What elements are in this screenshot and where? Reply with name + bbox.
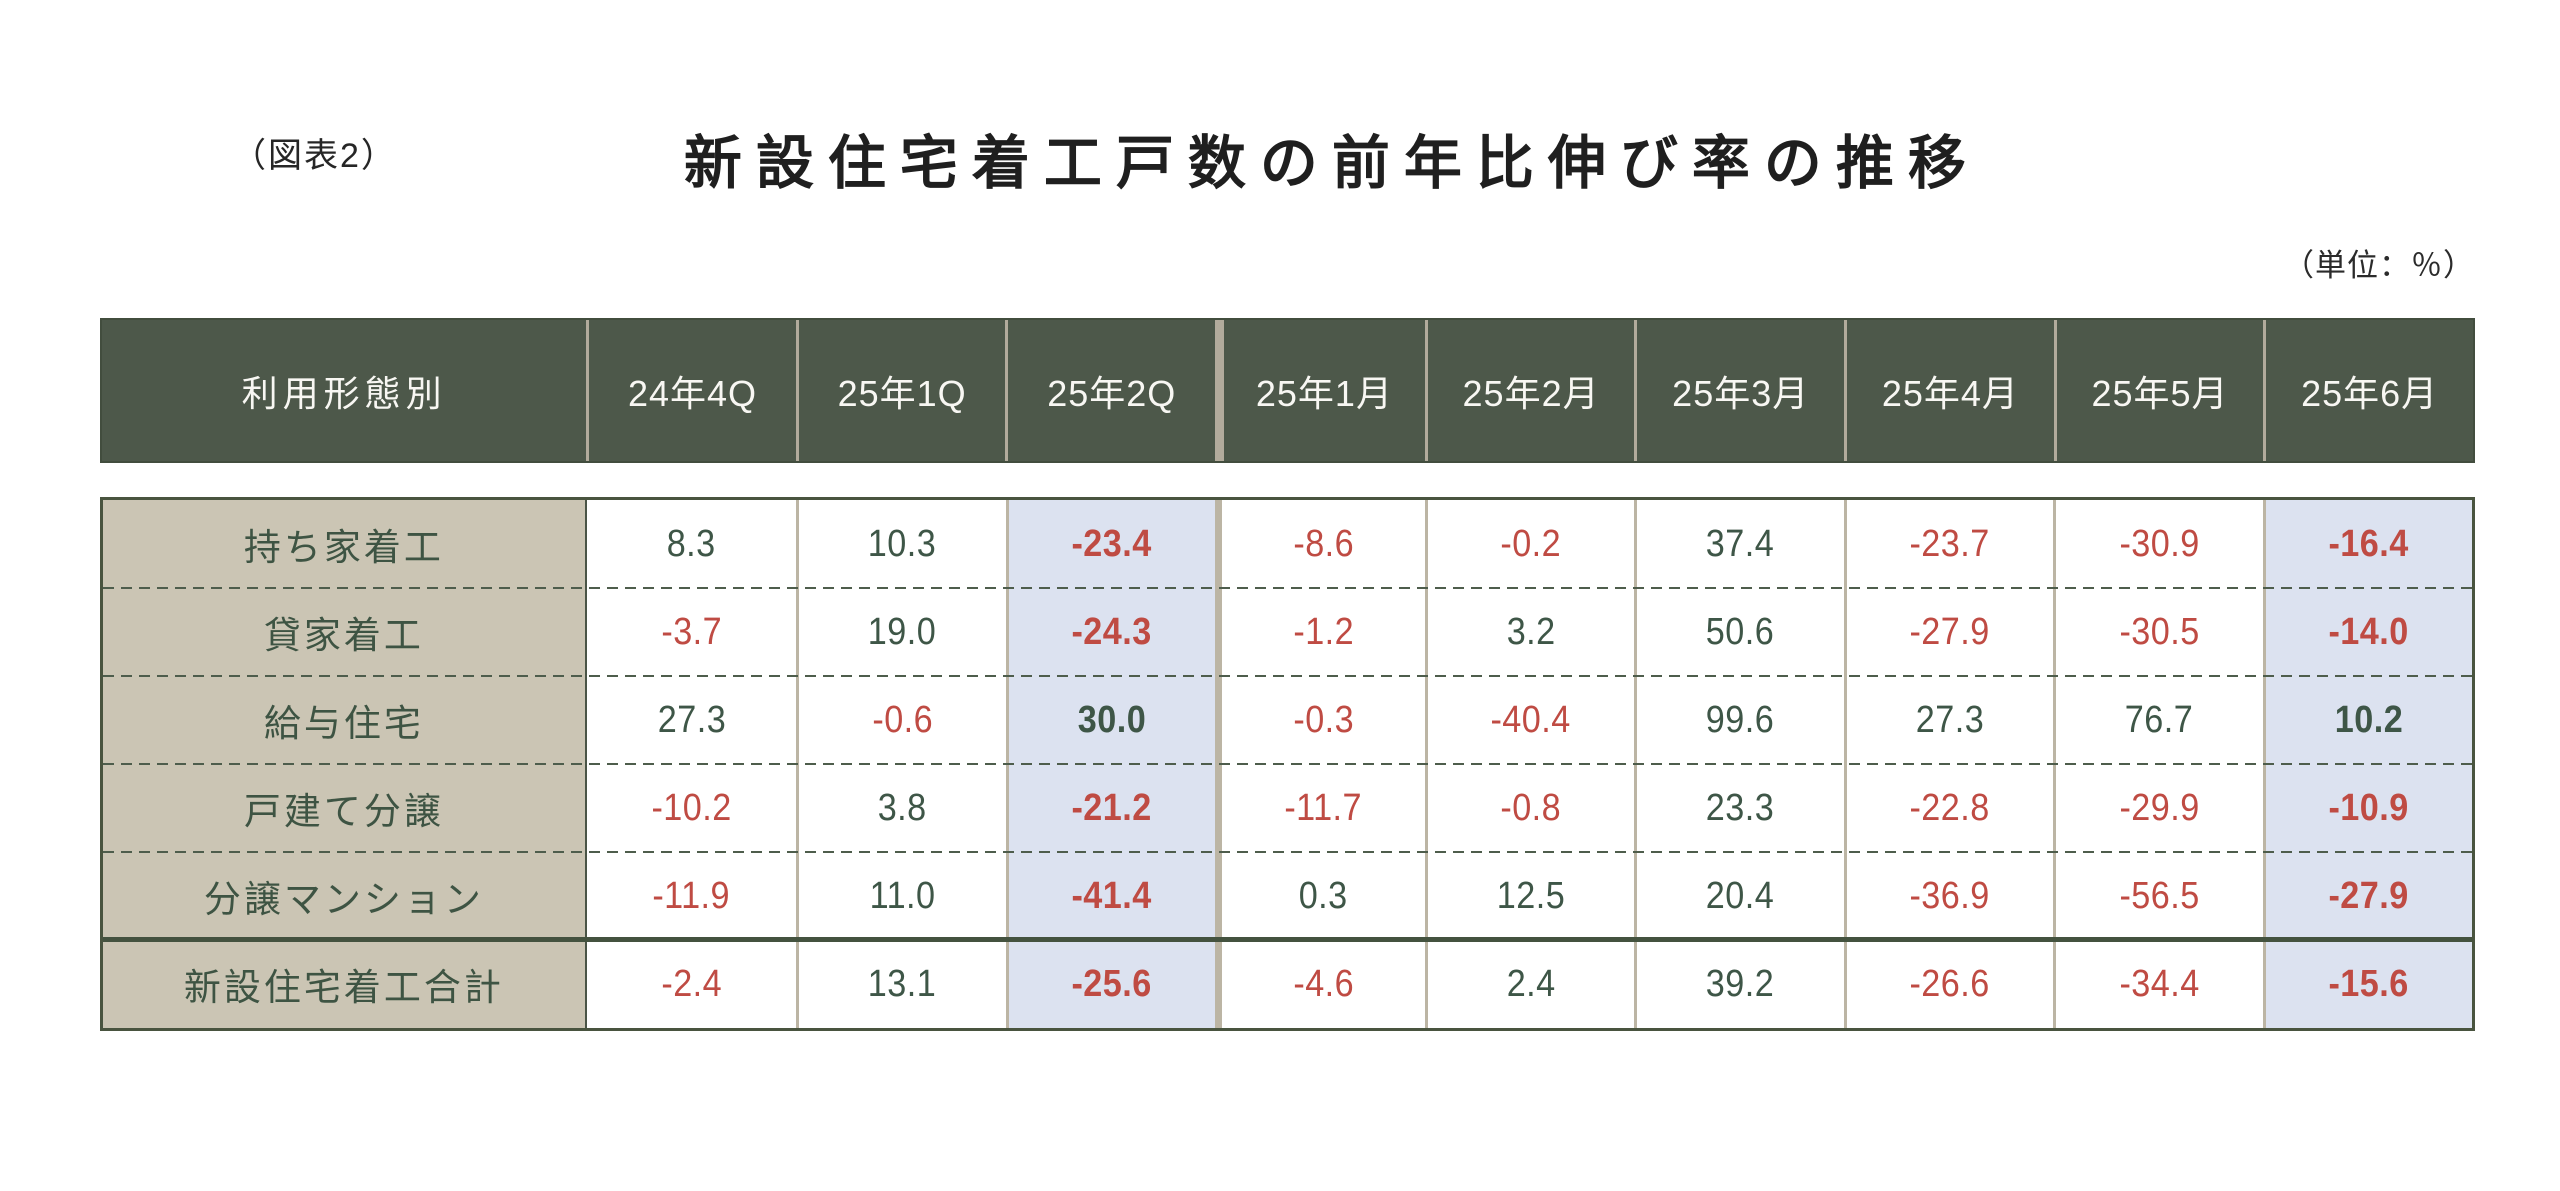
value-cell: 3.2 xyxy=(1424,588,1634,676)
table-header-row: 利用形態別 24年4Q 25年1Q 25年2Q 25年1月 25年2月 25年3月 25年4月… xyxy=(100,318,2475,463)
header-cell: 25年4月 xyxy=(1844,320,2054,461)
value-cell: -1.2 xyxy=(1215,588,1424,676)
value-cell: -26.6 xyxy=(1843,940,2053,1028)
value-cell: -27.9 xyxy=(1843,588,2053,676)
value-cell: -8.6 xyxy=(1215,500,1424,588)
header-cell: 25年5月 xyxy=(2053,320,2264,461)
value-cell: 23.3 xyxy=(1634,764,1843,852)
row-label-cell: 戸建て分譲 xyxy=(103,764,587,852)
row-label-cell: 貸家着工 xyxy=(103,588,587,676)
row-label-cell: 新設住宅着工合計 xyxy=(103,940,587,1028)
value-cell: 10.3 xyxy=(796,500,1005,588)
value-cell: -0.6 xyxy=(796,676,1005,764)
value-cell: -14.0 xyxy=(2262,588,2472,676)
table-row: 給与住宅 27.3 -0.6 30.0 -0.3 -40.4 99.6 27.3 76.7 10.… xyxy=(103,675,2472,764)
table-row: 貸家着工 -3.7 19.0 -24.3 -1.2 3.2 50.6 -27.9 -30.5 -1… xyxy=(103,587,2472,676)
value-cell: 99.6 xyxy=(1634,676,1843,764)
value-cell: 13.1 xyxy=(796,940,1005,1028)
header-cell: 25年1Q xyxy=(795,320,1006,461)
table-row: 戸建て分譲 -10.2 3.8 -21.2 -11.7 -0.8 23.3 -22.8 -29.… xyxy=(103,763,2472,852)
value-cell: 27.3 xyxy=(1843,676,2053,764)
row-label-cell: 分譲マンション xyxy=(103,852,587,940)
value-cell: -30.5 xyxy=(2053,588,2262,676)
header-cell: 利用形態別 xyxy=(241,372,447,414)
value-cell: -0.2 xyxy=(1424,500,1634,588)
table-row: 持ち家着工 8.3 10.3 -23.4 -8.6 -0.2 37.4 -23.7 -30.9-… xyxy=(103,500,2472,588)
value-cell: 19.0 xyxy=(796,588,1005,676)
header-cell: 25年6月 xyxy=(2263,320,2473,461)
value-cell: -27.9 xyxy=(2262,852,2472,940)
value-cell: -56.5 xyxy=(2053,852,2262,940)
header-cell: 25年1月 xyxy=(1215,320,1425,461)
value-cell: -0.8 xyxy=(1424,764,1634,852)
figure-label: （図表2） xyxy=(232,137,397,175)
value-cell: -22.8 xyxy=(1843,764,2053,852)
header-cell: 25年2Q xyxy=(1005,320,1215,461)
value-cell: -0.3 xyxy=(1215,676,1424,764)
value-cell: -23.7 xyxy=(1843,500,2053,588)
table-row-total: 新設住宅着工合計 -2.4 13.1 -25.6 -4.6 2.4 39.2 -26.6 -34… xyxy=(103,937,2472,1028)
header-cell: 24年4Q xyxy=(586,320,796,461)
value-cell: -24.3 xyxy=(1005,588,1216,676)
value-cell: 50.6 xyxy=(1634,588,1843,676)
row-label-cell: 持ち家着工 xyxy=(103,500,587,588)
value-cell: -16.4 xyxy=(2262,500,2472,588)
value-cell: 76.7 xyxy=(2053,676,2262,764)
value-cell: 0.3 xyxy=(1215,852,1424,940)
value-cell: -40.4 xyxy=(1424,676,1634,764)
value-cell: 2.4 xyxy=(1424,940,1634,1028)
value-cell: -15.6 xyxy=(2262,940,2472,1028)
value-cell: -41.4 xyxy=(1005,852,1216,940)
value-cell: 12.5 xyxy=(1424,852,1634,940)
housing-starts-table: 持ち家着工 8.3 10.3 -23.4 -8.6 -0.2 37.4 -23.7 -30.9-… xyxy=(100,497,2475,1031)
page-title: 新設住宅着工戸数の前年比伸び率の推移 xyxy=(683,131,1980,196)
value-cell: -30.9 xyxy=(2053,500,2262,588)
value-cell: -11.7 xyxy=(1215,764,1424,852)
value-cell: 20.4 xyxy=(1634,852,1843,940)
value-cell: -2.4 xyxy=(661,962,722,1005)
value-cell: 3.8 xyxy=(796,764,1005,852)
header-cell: 25年3月 xyxy=(1634,320,1844,461)
value-cell: 11.0 xyxy=(796,852,1005,940)
value-cell: 10.2 xyxy=(2262,676,2472,764)
value-cell: -10.9 xyxy=(2262,764,2472,852)
value-cell: 37.4 xyxy=(1634,500,1843,588)
value-cell: -11.9 xyxy=(652,874,731,917)
value-cell: 30.0 xyxy=(1005,676,1216,764)
value-cell: -10.2 xyxy=(651,786,732,829)
value-cell: -34.4 xyxy=(2053,940,2262,1028)
value-cell: 27.3 xyxy=(657,698,726,741)
table-row: 分譲マンション -11.9 11.0 -41.4 0.3 12.5 20.4 -36.9 -56… xyxy=(103,851,2472,940)
header-cell: 25年2月 xyxy=(1424,320,1635,461)
value-cell: -4.6 xyxy=(1215,940,1424,1028)
row-label-cell: 給与住宅 xyxy=(103,676,587,764)
value-cell: -25.6 xyxy=(1005,940,1216,1028)
value-cell: -36.9 xyxy=(1843,852,2053,940)
value-cell: -3.7 xyxy=(661,610,722,653)
value-cell: 39.2 xyxy=(1634,940,1843,1028)
value-cell: -29.9 xyxy=(2053,764,2262,852)
value-cell: -21.2 xyxy=(1005,764,1216,852)
unit-note: （単位：％） xyxy=(2283,248,2475,283)
value-cell: -23.4 xyxy=(1005,500,1216,588)
value-cell: 8.3 xyxy=(667,522,716,565)
